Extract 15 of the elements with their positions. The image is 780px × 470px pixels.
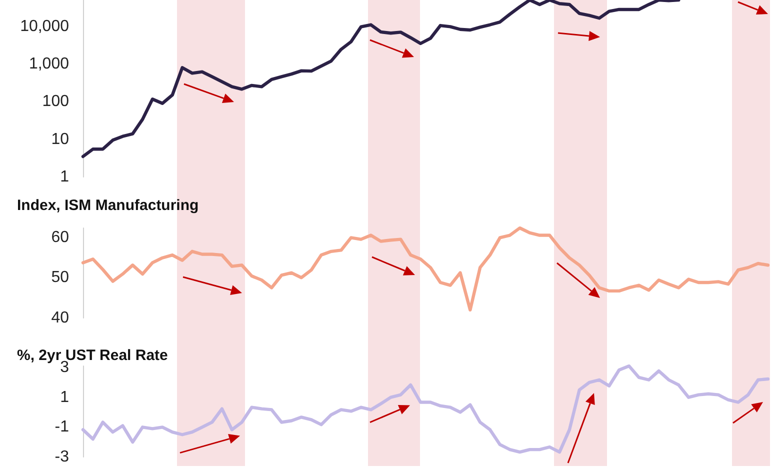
y-tick-label: -3 (54, 448, 70, 466)
chart-title: Index, ISM Manufacturing (17, 197, 199, 214)
y-tick-label: 1 (60, 168, 70, 186)
y-tick-label: -1 (54, 418, 70, 436)
y-tick-label: 50 (51, 269, 70, 286)
y-tick-label: 1 (60, 388, 70, 406)
line-series (81, 0, 680, 158)
y-tick-label: 60 (51, 228, 70, 246)
y-tick-label: 40 (51, 310, 70, 326)
y-tick-label: 100 (42, 93, 70, 110)
y-tick-label: 1,000 (28, 55, 70, 72)
line-series (81, 364, 770, 454)
line-series (81, 226, 770, 312)
y-tick-label: 10,000 (20, 18, 70, 35)
y-tick-label: 10 (51, 130, 70, 148)
